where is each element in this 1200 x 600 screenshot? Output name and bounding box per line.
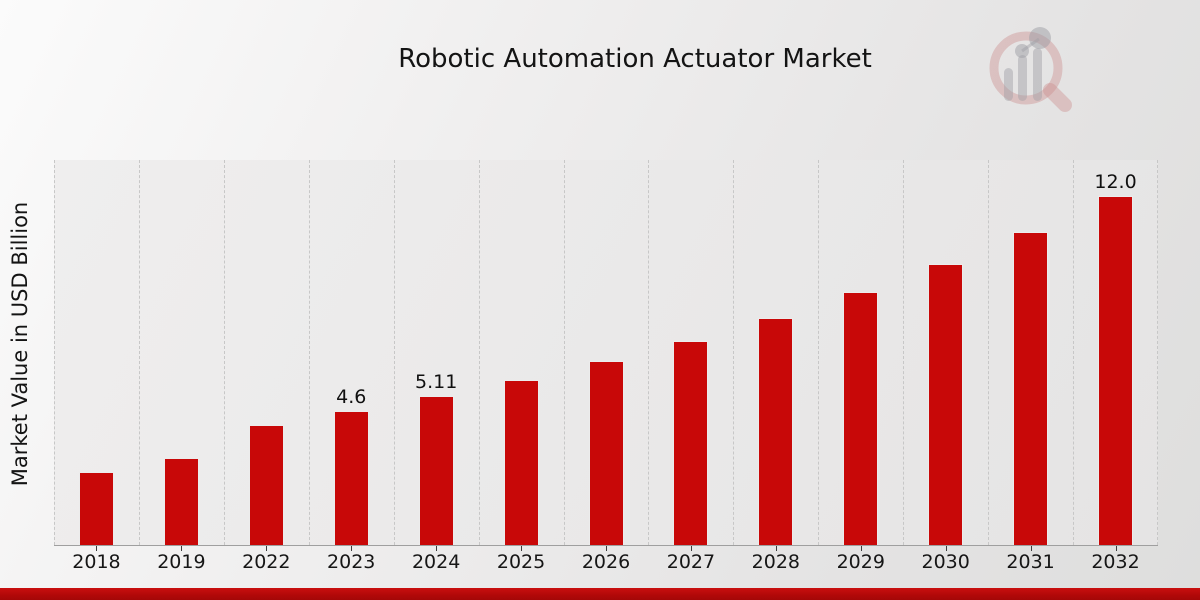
x-axis-tick <box>351 546 353 551</box>
x-axis-tick <box>521 546 523 551</box>
x-tick-label-2030: 2030 <box>921 551 970 573</box>
gridline <box>818 160 820 545</box>
x-tick-label-2018: 2018 <box>72 551 121 573</box>
x-axis-tick <box>860 546 862 551</box>
bar-2029 <box>843 292 879 545</box>
bar-2023 <box>333 411 369 545</box>
x-axis-tick <box>606 546 607 551</box>
gridline <box>1157 160 1158 545</box>
x-tick-label-2032: 2032 <box>1091 551 1140 573</box>
gridline <box>54 160 55 545</box>
gridline <box>988 160 990 545</box>
gridline <box>903 160 905 545</box>
x-tick-label-2027: 2027 <box>666 551 716 573</box>
x-tick-label-2029: 2029 <box>836 551 885 573</box>
bar-2022 <box>248 424 284 545</box>
x-axis-tick <box>1115 546 1117 551</box>
bar-2031 <box>1013 231 1049 545</box>
x-axis-tick <box>945 546 947 551</box>
footer-accent-bar <box>0 588 1200 600</box>
y-axis-label: Market Value in USD Billion <box>8 201 32 487</box>
gridline <box>648 160 650 545</box>
bar-value-label-2023: 4.6 <box>336 386 367 409</box>
bar-2024 <box>418 396 454 545</box>
bar-2027 <box>673 340 709 545</box>
gridline <box>393 160 395 545</box>
x-axis-tick <box>1030 546 1032 551</box>
x-tick-label-2031: 2031 <box>1006 551 1055 573</box>
x-axis-tick <box>96 546 98 551</box>
x-axis-tick <box>436 546 438 551</box>
gridline <box>223 160 225 545</box>
gridline <box>138 160 140 545</box>
bar-2032 <box>1098 196 1134 545</box>
bar-2018 <box>78 472 114 545</box>
x-tick-label-2028: 2028 <box>751 551 801 573</box>
x-axis-tick <box>266 546 268 551</box>
bar-2028 <box>758 317 794 545</box>
x-tick-label-2026: 2026 <box>581 551 631 573</box>
bar-2026 <box>588 361 624 545</box>
x-axis-tick <box>690 546 692 551</box>
x-tick-label-2023: 2023 <box>327 551 376 573</box>
gridline <box>733 160 735 545</box>
bar-2030 <box>928 263 964 545</box>
chart-title: Robotic Automation Actuator Market <box>398 44 872 74</box>
bar-value-label-2032: 12.0 <box>1094 171 1137 194</box>
plot-area: 4.6 5.11 12.0 <box>54 160 1158 546</box>
x-axis-tick <box>775 546 777 551</box>
gridline <box>563 160 565 545</box>
bar-2019 <box>163 457 199 545</box>
x-axis-tick <box>181 546 183 551</box>
magnifier-logo-icon <box>989 27 1072 112</box>
x-tick-label-2019: 2019 <box>157 551 206 573</box>
x-tick-label-2024: 2024 <box>411 551 461 573</box>
x-tick-label-2022: 2022 <box>242 551 291 573</box>
gridline <box>1073 160 1075 545</box>
bar-2025 <box>503 379 539 545</box>
gridline <box>308 160 310 545</box>
bar-value-label-2024: 5.11 <box>414 371 458 394</box>
gridline <box>478 160 480 545</box>
x-tick-label-2025: 2025 <box>496 551 546 573</box>
